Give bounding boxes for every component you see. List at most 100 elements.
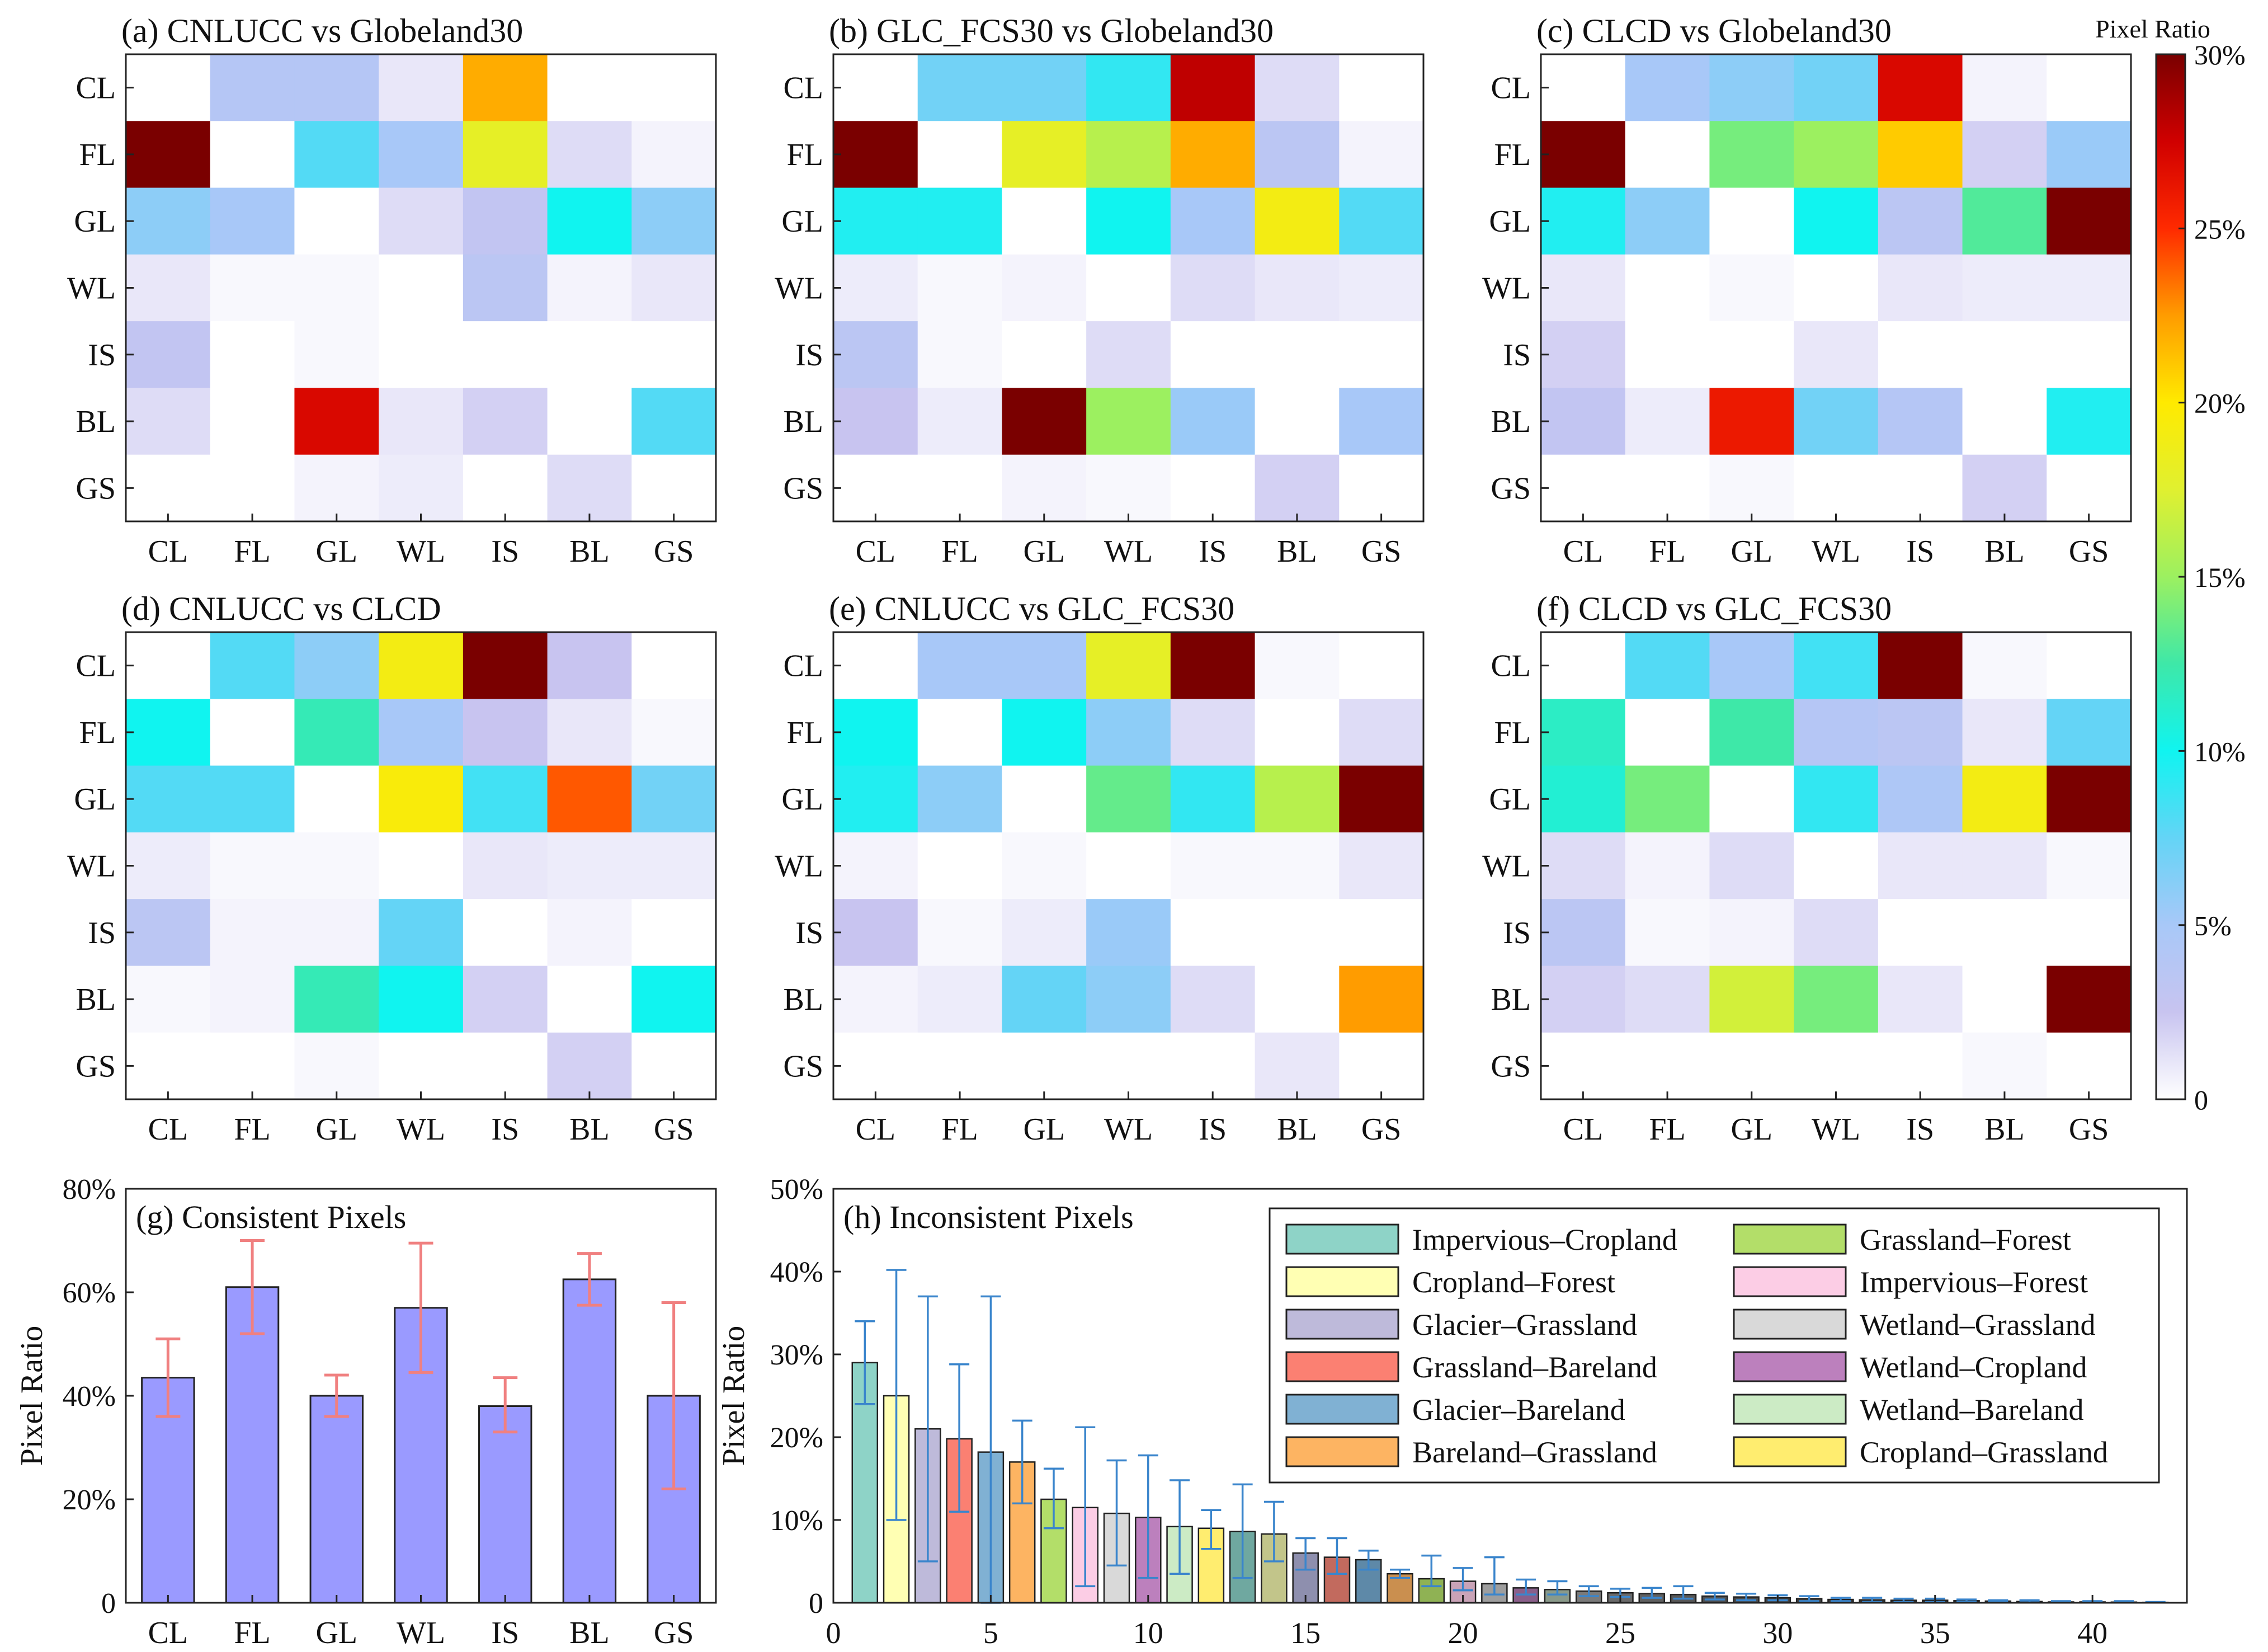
heatmap-cell bbox=[1541, 321, 1626, 389]
heatmap-cell bbox=[833, 632, 918, 699]
heatmap-cell bbox=[1086, 254, 1171, 322]
heatmap-panel-c: CL FL GL WL IS BL GS CL FL GL WL IS BL GS (c) CLCD vs … bbox=[1482, 12, 2132, 569]
x-tick-label: WL bbox=[397, 1112, 445, 1147]
heatmap-cell bbox=[1794, 1032, 1879, 1100]
y-tick-label: 60% bbox=[63, 1277, 116, 1309]
heatmap-cell bbox=[631, 254, 716, 322]
heatmap-cell bbox=[547, 388, 632, 455]
heatmap-cell bbox=[1878, 966, 1963, 1033]
colorbar-title: Pixel Ratio bbox=[2095, 15, 2210, 43]
heatmap-cell bbox=[463, 632, 548, 699]
heatmap-cell bbox=[1962, 121, 2047, 189]
heatmap-cell bbox=[547, 321, 632, 389]
heatmap-cell bbox=[2047, 388, 2132, 455]
heatmap-cell bbox=[917, 388, 1003, 455]
y-tick-label: GL bbox=[74, 782, 116, 817]
heatmap-cell bbox=[1339, 321, 1424, 389]
heatmap-cell bbox=[1878, 699, 1963, 766]
panel-title: (g) Consistent Pixels bbox=[136, 1199, 406, 1235]
heatmap-cell bbox=[1255, 54, 1340, 121]
heatmap-cell bbox=[126, 832, 211, 900]
heatmap-cell bbox=[2047, 54, 2132, 121]
x-tick-label: BL bbox=[1984, 1112, 2025, 1147]
heatmap-cell bbox=[833, 966, 918, 1033]
heatmap-cell bbox=[1962, 54, 2047, 121]
y-tick-label: 40% bbox=[63, 1381, 116, 1413]
heatmap-cell bbox=[1339, 899, 1424, 967]
x-tick-label: GS bbox=[1361, 534, 1402, 569]
heatmap-cell bbox=[1255, 899, 1340, 967]
heatmap-cell bbox=[2047, 765, 2132, 833]
heatmap-cell bbox=[833, 321, 918, 389]
heatmap-cell bbox=[631, 765, 716, 833]
heatmap-cell bbox=[1709, 966, 1794, 1033]
heatmap-cell bbox=[1255, 1032, 1340, 1100]
heatmap-cell bbox=[1794, 254, 1879, 322]
heatmap-cell bbox=[1170, 454, 1256, 522]
heatmap-cell bbox=[1086, 699, 1171, 766]
heatmap-cell bbox=[1002, 54, 1087, 121]
heatmap-cell bbox=[1541, 1032, 1626, 1100]
y-tick-label: GS bbox=[1491, 1049, 1531, 1084]
heatmap-cell bbox=[1709, 454, 1794, 522]
heatmap-cell bbox=[1086, 187, 1171, 255]
heatmap-cell bbox=[294, 254, 379, 322]
heatmap-cell bbox=[917, 765, 1003, 833]
heatmap-cell bbox=[210, 388, 295, 455]
x-tick-label: WL bbox=[1812, 1112, 1860, 1147]
heatmap-cell bbox=[294, 765, 379, 833]
heatmap-cell bbox=[1002, 254, 1087, 322]
heatmap-cell bbox=[294, 388, 379, 455]
heatmap-cell bbox=[1962, 254, 2047, 322]
x-tick-label: GL bbox=[1731, 1112, 1772, 1147]
heatmap-cell bbox=[631, 321, 716, 389]
heatmap-panel-a: CL FL GL WL IS BL GS CL FL GL WL IS BL GS (a) CNLUCC v… bbox=[67, 12, 717, 569]
y-tick-label: GL bbox=[74, 204, 116, 239]
heatmap-cell bbox=[1709, 54, 1794, 121]
panel-title: (a) CNLUCC vs Globeland30 bbox=[121, 12, 523, 49]
heatmap-cell bbox=[1794, 765, 1879, 833]
y-tick-label: GS bbox=[1491, 471, 1531, 506]
colorbar-tick-label: 15% bbox=[2194, 562, 2246, 593]
heatmap-cell bbox=[463, 254, 548, 322]
panel-title: (d) CNLUCC vs CLCD bbox=[121, 590, 441, 627]
heatmap-cell bbox=[126, 454, 211, 522]
heatmap-cell bbox=[463, 832, 548, 900]
heatmap-cell bbox=[833, 832, 918, 900]
heatmap-panel-f: CL FL GL WL IS BL GS CL FL GL WL IS BL GS (f) CLCD vs … bbox=[1482, 590, 2132, 1147]
heatmap-cell bbox=[631, 54, 716, 121]
x-tick-label: BL bbox=[569, 1112, 610, 1147]
x-tick-label: IS bbox=[1906, 534, 1934, 569]
x-tick-label: 30 bbox=[1762, 1616, 1793, 1650]
heatmap-cell bbox=[1170, 1032, 1256, 1100]
heatmap-cell bbox=[1339, 699, 1424, 766]
heatmap-cell bbox=[1794, 966, 1879, 1033]
legend-swatch bbox=[1733, 1394, 1847, 1425]
heatmap-cell bbox=[210, 1032, 295, 1100]
heatmap-cell bbox=[1709, 321, 1794, 389]
heatmap-cell bbox=[1339, 54, 1424, 121]
heatmap-cell bbox=[917, 54, 1003, 121]
x-tick-label: FL bbox=[234, 1112, 270, 1147]
heatmap-cell bbox=[379, 321, 464, 389]
heatmap-cell bbox=[1086, 121, 1171, 189]
x-tick-label: IS bbox=[1906, 1112, 1934, 1147]
heatmap-cell bbox=[1962, 187, 2047, 255]
panel-title: (e) CNLUCC vs GLC_FCS30 bbox=[829, 590, 1234, 627]
y-tick-label: 20% bbox=[63, 1484, 116, 1516]
heatmap-cell bbox=[463, 765, 548, 833]
heatmap-cell bbox=[1794, 832, 1879, 900]
x-tick-label: FL bbox=[234, 534, 270, 569]
heatmap-cell bbox=[1541, 54, 1626, 121]
heatmap-cell bbox=[126, 632, 211, 699]
heatmap-cell bbox=[1255, 832, 1340, 900]
heatmap-cell bbox=[294, 1032, 379, 1100]
x-tick-label: BL bbox=[1984, 534, 2025, 569]
heatmap-cell bbox=[1878, 121, 1963, 189]
heatmap-cell bbox=[547, 54, 632, 121]
heatmap-cell bbox=[1002, 765, 1087, 833]
y-tick-label: 10% bbox=[770, 1505, 823, 1537]
heatmap-cell bbox=[917, 454, 1003, 522]
colorbar-tick-label: 5% bbox=[2194, 910, 2232, 942]
